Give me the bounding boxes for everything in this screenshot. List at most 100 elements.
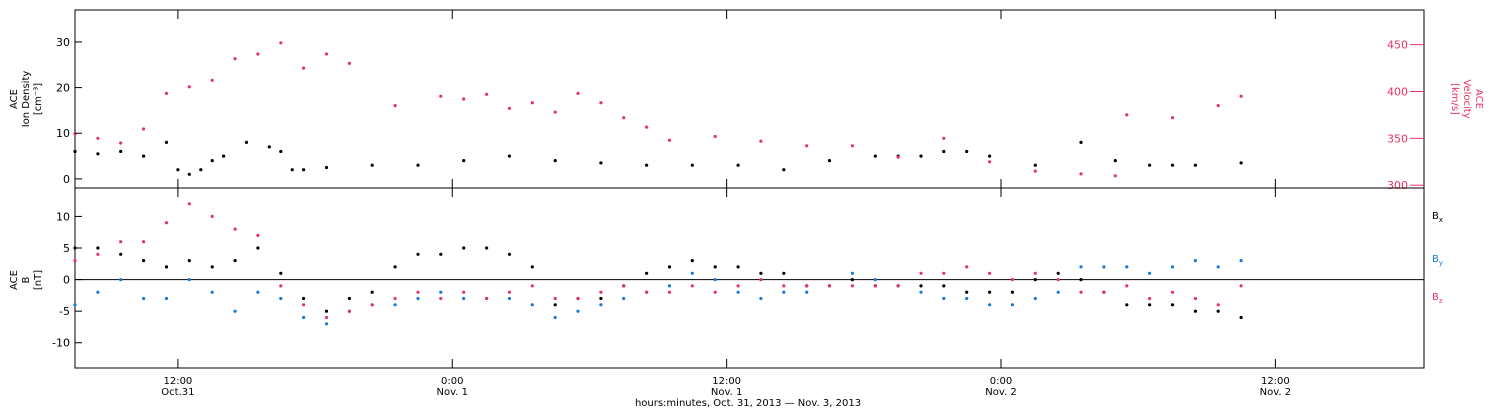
bx-point — [850, 278, 855, 282]
velocity-point — [713, 134, 717, 139]
bz-point — [1239, 284, 1243, 288]
bz-point — [393, 296, 397, 301]
density-point — [210, 159, 214, 163]
density-tick-label: 0 — [63, 173, 70, 186]
bz-point — [187, 202, 191, 206]
bx-point — [233, 259, 237, 263]
density-point — [736, 163, 740, 167]
bx-point — [142, 259, 146, 263]
bz-point — [645, 290, 649, 294]
density-point — [324, 165, 329, 170]
by-point — [462, 296, 466, 301]
bx-point — [393, 265, 397, 269]
velocity-point — [347, 61, 351, 65]
by-point — [530, 303, 534, 307]
velocity-point — [324, 52, 329, 56]
bottom-panel-data — [73, 202, 1243, 326]
bz-point — [439, 296, 443, 301]
bz-point — [530, 284, 534, 288]
bx-point — [324, 309, 329, 313]
velocity-point — [759, 139, 763, 143]
density-point — [599, 161, 603, 165]
velocity-point — [279, 41, 283, 45]
bz-point — [599, 290, 603, 294]
top-panel-data — [73, 41, 1243, 178]
bx-point — [759, 271, 763, 275]
velocity-point — [645, 125, 649, 129]
velocity-point — [187, 85, 191, 89]
density-point — [176, 168, 180, 172]
by-point — [850, 271, 855, 275]
by-point — [119, 278, 123, 282]
bz-point — [805, 284, 809, 288]
bz-point — [965, 265, 969, 269]
date-tick-label: Oct.31 — [161, 387, 194, 398]
bz-point — [827, 284, 832, 288]
bx-point — [96, 246, 100, 250]
by-point — [736, 290, 740, 294]
bx-point — [1079, 278, 1083, 282]
by-point — [576, 309, 580, 313]
density-tick-label: 30 — [56, 36, 70, 49]
velocity-point — [988, 160, 992, 164]
by-point — [988, 303, 992, 307]
bx-point — [965, 290, 969, 294]
density-point — [553, 159, 557, 163]
density-point — [965, 149, 969, 154]
time-axis-label: hours:minutes, Oct. 31, 2013 — Nov. 3, 2… — [635, 398, 861, 409]
density-point — [1148, 163, 1152, 167]
bx-point — [1125, 303, 1129, 307]
bz-point — [782, 284, 786, 288]
top-series-density — [73, 140, 1243, 176]
by-point — [759, 296, 763, 301]
velocity-point — [1125, 113, 1129, 117]
by-point — [1033, 296, 1037, 301]
bx-point — [736, 265, 740, 269]
by-point — [919, 290, 923, 294]
bx-point — [782, 271, 786, 275]
bz-point — [302, 303, 306, 307]
legend-bx: Bx — [1432, 211, 1443, 224]
bx-point — [1216, 309, 1220, 313]
density-point — [690, 163, 694, 167]
density-tick-label: 20 — [56, 82, 70, 95]
by-point — [1056, 290, 1060, 294]
density-point — [302, 168, 306, 172]
velocity-point — [1216, 104, 1220, 108]
by-point — [690, 271, 694, 275]
bx-point — [599, 296, 603, 301]
velocity-axis-label-line2: Velocity — [1461, 79, 1472, 118]
bz-point — [1125, 284, 1129, 288]
velocity-point — [805, 144, 809, 148]
velocity-point — [553, 110, 557, 114]
density-point — [244, 140, 249, 144]
bz-point — [1079, 290, 1083, 294]
bz-point — [1148, 296, 1152, 301]
velocity-point — [142, 127, 146, 131]
bz-point — [690, 284, 694, 288]
by-point — [667, 284, 672, 288]
bx-point — [713, 265, 717, 269]
by-point — [873, 278, 877, 282]
by-point — [1125, 265, 1129, 269]
by-point — [73, 303, 77, 307]
bz-point — [622, 284, 626, 288]
by-point — [1239, 259, 1243, 263]
density-point — [1033, 163, 1037, 167]
b-field-tick-label: 10 — [56, 210, 70, 223]
bz-point — [416, 290, 420, 294]
bz-point — [73, 259, 77, 263]
by-point — [1148, 271, 1152, 275]
by-point — [553, 315, 557, 320]
top-series-velocity — [73, 41, 1243, 178]
bz-point — [96, 252, 100, 256]
bx-point — [302, 296, 306, 301]
bx-point — [919, 284, 923, 288]
velocity-tick-label: 450 — [1387, 39, 1408, 52]
date-tick-label: Nov. 1 — [711, 387, 742, 398]
velocity-point — [576, 91, 580, 95]
bx-point — [667, 265, 672, 269]
velocity-point — [256, 52, 260, 56]
velocity-point — [850, 144, 855, 148]
